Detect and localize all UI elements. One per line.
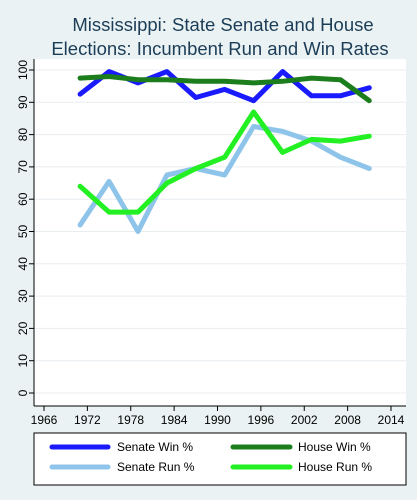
legend: Senate Win % House Win % Senate Run % House… [49,440,372,474]
y-tick-label: 100 [16,60,30,80]
y-tick-label: 90 [16,95,30,109]
y-tick-label: 0 [16,389,30,396]
x-tick-label: 1978 [117,413,144,427]
legend-label: Senate Win % [117,440,193,454]
y-tick-label: 50 [16,225,30,239]
y-tick-label: 80 [16,128,30,142]
legend-label: House Run % [298,460,372,474]
chart-title-line-2: Elections: Incumbent Run and Win Rates [51,38,388,59]
x-tick-label: 1984 [161,413,188,427]
series-line [77,124,372,234]
x-tick-label: 1996 [248,413,275,427]
legend-box [33,432,407,486]
y-tick-label: 10 [16,354,30,368]
chart-title-line-1: Mississippi: State Senate and House [72,14,373,35]
axes: 0 10 20 30 40 50 60 70 80 90 100 1966 1972 1978 1984 19… [16,59,406,427]
x-tick-label: 1966 [31,413,58,427]
series-line [77,109,372,215]
legend-label: Senate Run % [117,460,195,474]
x-tick-label: 2014 [378,413,405,427]
x-tick-label: 1972 [74,413,101,427]
legend-label: House Win % [298,440,371,454]
series-line [77,74,372,104]
x-tick-label: 1990 [204,413,231,427]
series-lines [77,69,372,234]
grid-lines [34,69,406,394]
x-tick-label: 2008 [334,413,361,427]
plot-area [34,59,406,406]
y-tick-label: 20 [16,321,30,335]
y-tick-label: 30 [16,289,30,303]
y-tick-label: 60 [16,192,30,206]
y-tick-label: 70 [16,160,30,174]
y-tick-label: 40 [16,257,30,271]
x-tick-label: 2002 [291,413,318,427]
